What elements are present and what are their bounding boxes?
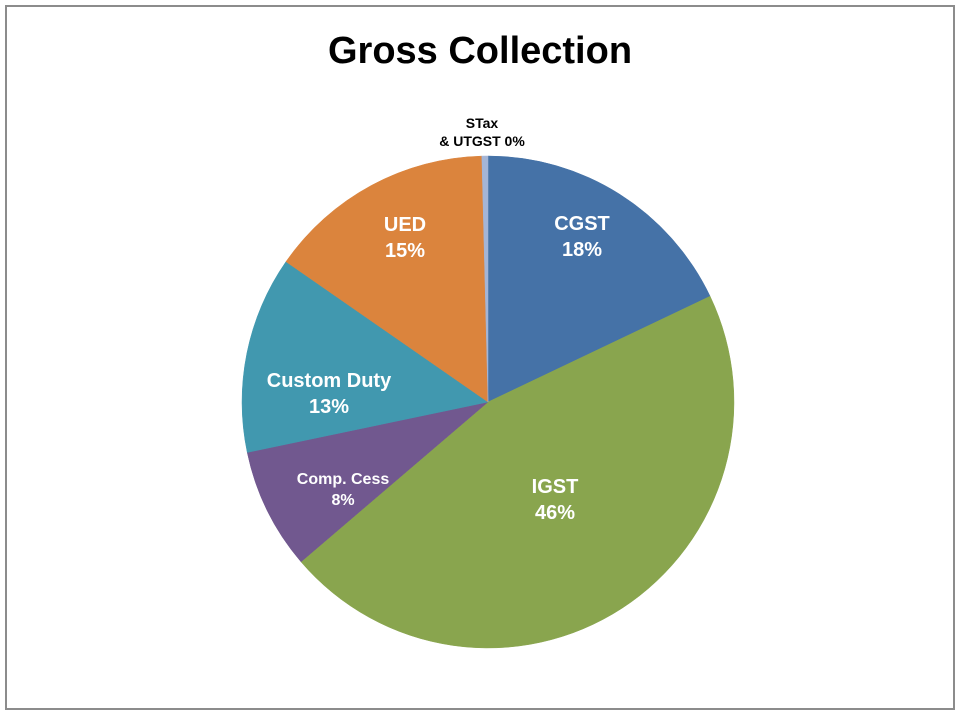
pie-label-value: 18% [562,239,602,261]
pie-slice-cgst [487,155,711,403]
pie-label-name: UED [384,214,426,236]
pie-slice-ued [285,155,489,403]
pie-slice-comp-cess [246,401,489,563]
pie-label-ued: UED 15% [384,214,426,262]
pie-label-name: IGST [532,476,579,498]
pie-slice-custom-duty [241,261,489,453]
pie-label-name: Comp. Cess [297,471,390,488]
pie-label-value: 13% [309,396,349,418]
pie-label-value: 15% [385,240,425,262]
pie-label-cgst: CGST 18% [554,213,610,261]
pie-label-stax-utgst: STax & UTGST 0% [439,115,525,149]
pie-slice-stax-utgst [481,155,489,403]
pie-label-name: STax [466,115,499,131]
pie-label-custom-duty: Custom Duty 13% [267,370,392,418]
pie-label-igst: IGST 46% [532,476,579,524]
chart-title: Gross Collection [327,30,633,72]
pie-label-name: CGST [554,213,610,235]
pie-label-name: Custom Duty [267,370,392,392]
pie-slice-igst [300,295,735,649]
pie-label-value: 8% [331,492,354,509]
pie-label-value: 46% [535,502,575,524]
pie-label-value: & UTGST 0% [439,133,525,149]
pie-label-comp-cess: Comp. Cess 8% [297,471,390,509]
